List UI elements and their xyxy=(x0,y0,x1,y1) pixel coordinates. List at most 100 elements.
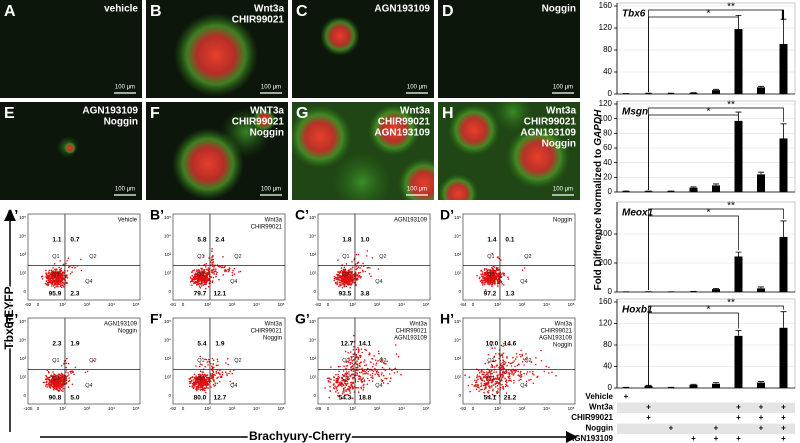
event-dot xyxy=(211,269,213,271)
event-dot xyxy=(546,366,548,368)
event-dot xyxy=(482,284,484,286)
event-dot xyxy=(61,287,63,289)
event-dot xyxy=(57,286,59,288)
condition-mark: + xyxy=(781,434,786,443)
event-dot xyxy=(529,371,531,373)
event-dot xyxy=(335,391,337,393)
event-dot xyxy=(74,267,76,269)
plot-box xyxy=(318,214,430,300)
event-dot xyxy=(338,385,340,387)
micrograph-bg xyxy=(0,0,142,98)
event-dot xyxy=(340,285,342,287)
event-dot xyxy=(196,269,198,271)
event-dot xyxy=(497,276,499,278)
x-tick-label: 10⁵ xyxy=(568,302,575,307)
event-dot xyxy=(333,387,335,389)
x-tick-label: 0 xyxy=(327,406,330,411)
event-dot xyxy=(378,268,380,270)
event-dot xyxy=(213,269,215,271)
event-dot xyxy=(58,373,60,375)
event-dot xyxy=(343,388,345,390)
event-dot xyxy=(340,272,342,274)
quadrant-name: Q1 xyxy=(52,254,59,260)
quadrant-name: Q3 xyxy=(487,376,494,382)
bar xyxy=(780,328,788,388)
x-tick-label: 0 xyxy=(472,406,475,411)
event-dot xyxy=(49,380,51,382)
event-dot xyxy=(357,367,359,369)
event-dot xyxy=(207,361,209,363)
event-dot xyxy=(358,391,360,393)
event-dot xyxy=(555,375,557,377)
event-dot xyxy=(488,281,490,283)
event-dot xyxy=(360,361,362,363)
event-dot xyxy=(347,389,349,391)
event-dot xyxy=(328,377,330,379)
x-tick-label: 10⁴ xyxy=(398,302,405,307)
y-tick-label: 10³ xyxy=(164,252,171,257)
event-dot xyxy=(383,375,385,377)
event-dot xyxy=(61,390,63,392)
event-dot xyxy=(43,382,45,384)
quadrant-value: 1.1 xyxy=(52,237,61,244)
event-dot xyxy=(346,283,348,285)
event-dot xyxy=(537,376,539,378)
treatment-label: Noggin xyxy=(263,336,282,342)
x-tick-label: 10³ xyxy=(84,406,91,411)
event-dot xyxy=(334,278,336,280)
event-dot xyxy=(217,383,219,385)
event-dot xyxy=(60,269,62,271)
event-dot xyxy=(349,281,351,283)
event-dot xyxy=(222,371,224,373)
bar xyxy=(780,237,788,292)
micrograph: FWNT3aCHIR99021Noggin100 μm xyxy=(146,102,288,200)
event-dot xyxy=(228,373,230,375)
event-dot xyxy=(335,382,337,384)
event-dot xyxy=(213,363,215,365)
event-dot xyxy=(481,389,483,391)
event-dot xyxy=(68,363,70,365)
event-dot xyxy=(212,358,214,360)
event-dot xyxy=(63,274,65,276)
event-dot xyxy=(56,384,58,386)
event-dot xyxy=(496,392,498,394)
event-dot xyxy=(51,285,53,287)
event-dot xyxy=(481,274,483,276)
quadrant-value: 5.8 xyxy=(197,237,206,244)
event-dot xyxy=(62,285,64,287)
event-dot xyxy=(396,353,398,355)
event-dot xyxy=(202,280,204,282)
event-dot xyxy=(369,380,371,382)
event-dot xyxy=(500,355,502,357)
event-dot xyxy=(361,379,363,381)
y-tick-label: 0 xyxy=(608,89,613,98)
y-tick-label: 10⁴ xyxy=(19,234,26,239)
treatment-label: Wnt3a xyxy=(546,106,576,117)
event-dot xyxy=(355,355,357,357)
event-dot xyxy=(497,285,499,287)
quadrant-value: 1.8 xyxy=(342,237,351,244)
event-dot xyxy=(63,271,65,273)
event-dot xyxy=(45,283,47,285)
event-dot xyxy=(349,269,351,271)
event-dot xyxy=(511,363,513,365)
quadrant-value: 3.8 xyxy=(360,291,369,298)
event-dot xyxy=(216,272,218,274)
y-tick-label: 0 xyxy=(458,289,461,294)
event-dot xyxy=(60,268,62,270)
quadrant-value: 5.0 xyxy=(70,395,79,402)
quadrant-name: Q1 xyxy=(52,358,59,364)
event-dot xyxy=(483,377,485,379)
event-dot xyxy=(351,276,353,278)
event-dot xyxy=(357,373,359,375)
event-dot xyxy=(336,278,338,280)
event-dot xyxy=(476,275,478,277)
event-dot xyxy=(213,379,215,381)
event-dot xyxy=(344,284,346,286)
event-dot xyxy=(484,273,486,275)
event-dot xyxy=(192,270,194,272)
bar xyxy=(757,87,765,94)
event-dot xyxy=(214,271,216,273)
event-dot xyxy=(352,388,354,390)
